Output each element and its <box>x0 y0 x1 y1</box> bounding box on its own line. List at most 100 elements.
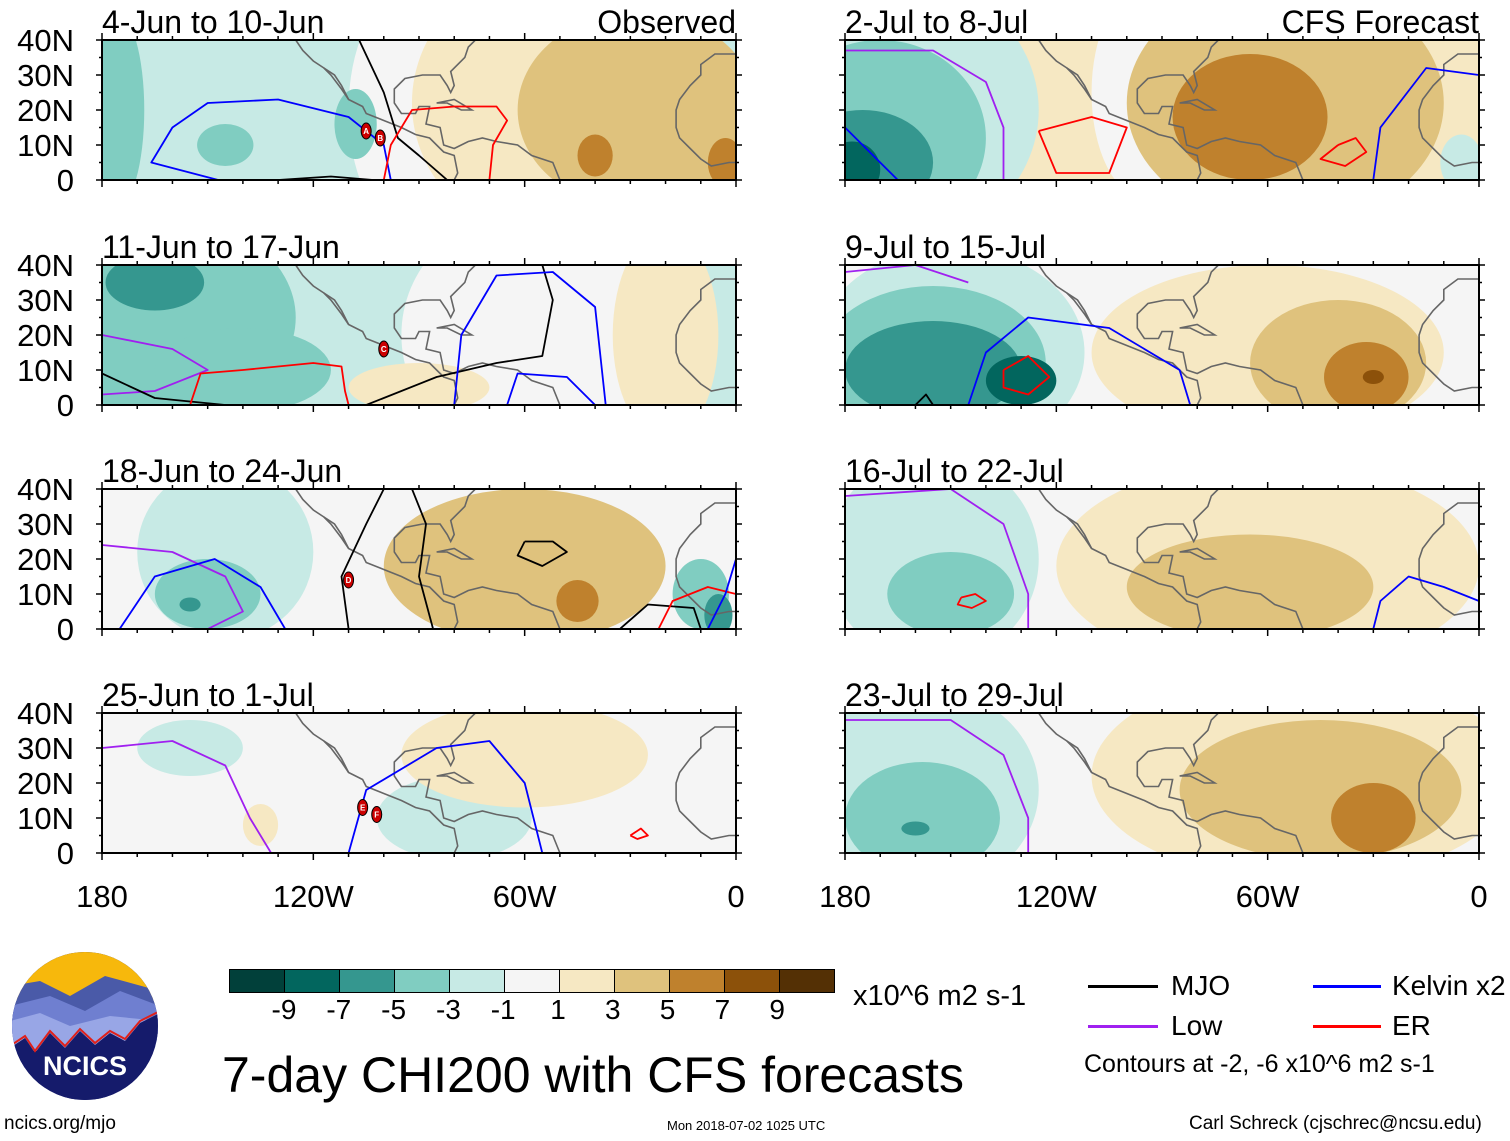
coastline <box>1136 489 1304 629</box>
coastline <box>436 771 475 784</box>
contour-low <box>102 334 209 396</box>
map-panel: 16-Jul to 22-Jul <box>839 453 1485 636</box>
coastline <box>1066 67 1093 100</box>
lat-tick-label: 30N <box>17 58 74 93</box>
panel-field <box>845 265 1479 405</box>
contour-mjo <box>102 372 226 405</box>
shading-region <box>105 265 205 311</box>
storm-icon <box>360 122 372 140</box>
shading-region <box>577 134 613 177</box>
lat-tick-label: 0 <box>57 388 74 423</box>
contour-kelvin <box>118 558 286 629</box>
contour-low <box>845 265 969 284</box>
colorbar-swatch <box>669 970 724 992</box>
coastline <box>675 53 736 167</box>
contour-kelvin <box>845 126 899 180</box>
contour-low <box>845 719 1030 853</box>
coastline <box>436 98 475 111</box>
storm-icon <box>378 340 390 358</box>
panel-title: 16-Jul to 22-Jul <box>845 453 1064 489</box>
contour-kelvin <box>967 316 1192 405</box>
contour-er <box>1002 355 1051 396</box>
legend-label-mjo: MJO <box>1171 970 1231 1001</box>
contour-kelvin <box>1372 67 1479 180</box>
forecast-label: CFS Forecast <box>1282 4 1479 40</box>
contour-low <box>845 49 1005 180</box>
contour-kelvin <box>706 558 736 629</box>
colorbar-tick-label: 7 <box>714 994 731 1025</box>
lon-tick-label: 0 <box>1470 879 1487 914</box>
coastline <box>1066 740 1093 773</box>
legend-label-low: Low <box>1171 1010 1223 1041</box>
map-panel: 9-Jul to 15-Jul <box>839 229 1485 412</box>
shading-region <box>985 356 1057 405</box>
storm-label: B <box>377 134 383 143</box>
shading-region <box>1440 134 1479 180</box>
coastline <box>295 713 459 853</box>
map-panel: 2-Jul to 8-Jul CFS Forecast <box>839 4 1485 187</box>
coastline <box>1038 265 1202 405</box>
contour-er <box>1319 137 1368 167</box>
ncics-logo: NCICS <box>12 952 158 1100</box>
shading-region <box>887 552 1015 629</box>
panel-title: 18-Jun to 24-Jun <box>102 453 342 489</box>
lat-tick-label: 30N <box>17 731 74 766</box>
shading-region <box>383 489 666 629</box>
shading-region <box>517 40 736 180</box>
colorbar-tick-label: -3 <box>435 994 461 1025</box>
coastline <box>1179 323 1218 336</box>
coastline <box>1136 713 1304 853</box>
coastline <box>436 547 475 560</box>
coastline <box>1066 516 1093 549</box>
coastline <box>323 67 350 100</box>
legend-label-er: ER <box>1392 1010 1431 1041</box>
lon-tick-label: 0 <box>727 879 744 914</box>
panel-field <box>845 40 1479 180</box>
logo-text: NCICS <box>43 1051 127 1081</box>
coastline <box>1038 489 1202 629</box>
colorbar-tick-label: 1 <box>550 994 566 1025</box>
colorbar-tick-label: -7 <box>326 994 352 1025</box>
coastline <box>393 40 561 180</box>
storm-label: E <box>360 804 366 813</box>
storm-label: F <box>374 811 379 820</box>
panel-title: 23-Jul to 29-Jul <box>845 677 1064 713</box>
shading-region <box>401 713 648 808</box>
panel-field <box>845 489 1479 629</box>
colorbar-swatch <box>394 970 449 992</box>
coastline <box>675 726 736 840</box>
colorbar-swatch <box>230 970 284 992</box>
shading-region <box>179 597 201 612</box>
lon-tick-label: 60W <box>1236 879 1300 914</box>
footer-url: ncics.org/mjo <box>4 1113 116 1134</box>
colorbar-unit: x10^6 m2 s-1 <box>853 980 1027 1012</box>
lat-tick-label: 0 <box>57 836 74 871</box>
contour-mjo <box>516 540 568 567</box>
colorbar-swatch <box>559 970 614 992</box>
coastline <box>1418 53 1479 167</box>
shading-region <box>612 265 719 405</box>
colorbar-tick-label: 3 <box>605 994 621 1025</box>
figure-title: 7-day CHI200 with CFS forecasts <box>222 1047 964 1103</box>
shading-region <box>1362 370 1384 384</box>
lat-tick-label: 40N <box>17 696 74 731</box>
coastline <box>1038 713 1202 853</box>
shading-region <box>102 40 145 180</box>
coastline <box>1179 771 1218 784</box>
contour-mjo <box>278 175 374 180</box>
contour-mjo <box>365 265 554 405</box>
panel-field <box>845 713 1479 853</box>
coastline <box>1418 502 1479 616</box>
coastline <box>675 502 736 616</box>
shading-region <box>401 265 648 405</box>
storm-label: C <box>381 345 387 354</box>
lat-tick-label: 30N <box>17 507 74 542</box>
lat-tick-label: 20N <box>17 93 74 128</box>
lon-tick-label: 60W <box>493 879 557 914</box>
lat-tick-label: 10N <box>17 353 74 388</box>
shading-region <box>845 762 1000 853</box>
lat-tick-label: 40N <box>17 23 74 58</box>
coastline <box>1038 40 1202 180</box>
lat-tick-label: 10N <box>17 801 74 836</box>
